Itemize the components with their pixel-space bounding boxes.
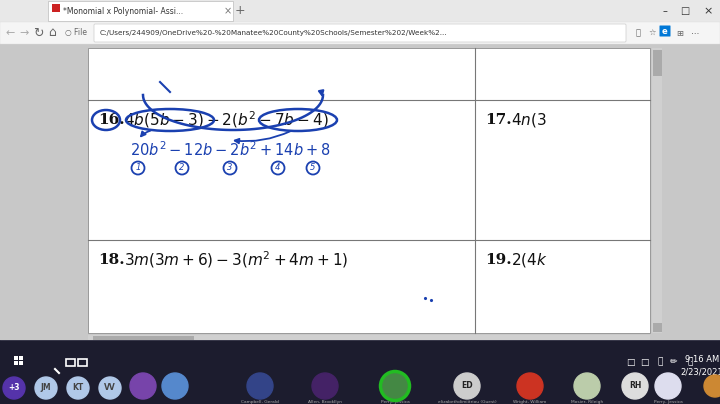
Circle shape [704, 375, 720, 397]
Text: JM: JM [41, 383, 51, 393]
Text: 🔋: 🔋 [688, 358, 693, 366]
Text: 5: 5 [310, 164, 315, 173]
Text: Allen, Brookllyn: Allen, Brookllyn [308, 400, 342, 404]
Text: KT: KT [73, 383, 84, 393]
Text: –: – [662, 6, 667, 16]
Circle shape [130, 373, 156, 399]
Text: Mosier, Rileigh: Mosier, Rileigh [571, 400, 603, 404]
Text: ⋯: ⋯ [690, 29, 699, 38]
Text: $2(4k$: $2(4k$ [511, 251, 548, 269]
Text: ×: × [703, 6, 713, 16]
Circle shape [574, 373, 600, 399]
Circle shape [67, 377, 89, 399]
FancyBboxPatch shape [0, 22, 720, 44]
Circle shape [517, 373, 543, 399]
Text: 16.: 16. [98, 113, 125, 127]
FancyBboxPatch shape [660, 25, 670, 36]
Circle shape [247, 373, 273, 399]
FancyBboxPatch shape [88, 48, 650, 333]
Text: 1: 1 [135, 164, 140, 173]
FancyBboxPatch shape [14, 356, 18, 360]
Text: VV: VV [104, 383, 116, 393]
Text: C:/Users/244909/OneDrive%20-%20Manatee%20County%20Schools/Semester%202/Week%2...: C:/Users/244909/OneDrive%20-%20Manatee%2… [100, 30, 448, 36]
Text: Wright, William: Wright, William [513, 400, 546, 404]
Text: e: e [662, 27, 668, 36]
FancyBboxPatch shape [52, 4, 60, 12]
Text: 🔈: 🔈 [657, 358, 662, 366]
Text: □: □ [680, 6, 690, 16]
Text: elizabethdimiitriou (Guest): elizabethdimiitriou (Guest) [438, 400, 496, 404]
Text: ○ File: ○ File [65, 29, 87, 38]
Text: □: □ [626, 358, 634, 366]
Text: 2: 2 [179, 164, 185, 173]
Circle shape [312, 373, 338, 399]
Text: →: → [19, 28, 29, 38]
FancyBboxPatch shape [19, 361, 23, 365]
Text: +3: +3 [8, 383, 19, 393]
Text: ED: ED [462, 381, 473, 391]
Circle shape [35, 377, 57, 399]
Text: Campbell, Gerald: Campbell, Gerald [241, 400, 279, 404]
Text: Perry, Jessica: Perry, Jessica [381, 400, 410, 404]
FancyBboxPatch shape [19, 356, 23, 360]
FancyBboxPatch shape [0, 44, 720, 340]
Text: ←: ← [5, 28, 14, 38]
FancyBboxPatch shape [0, 0, 720, 22]
FancyBboxPatch shape [652, 322, 662, 332]
Text: ⌂: ⌂ [48, 27, 56, 40]
Text: $3m(3m+6)-3(m^2+4m+1)$: $3m(3m+6)-3(m^2+4m+1)$ [124, 250, 348, 270]
Circle shape [3, 377, 25, 399]
Text: RH: RH [629, 381, 642, 391]
Circle shape [655, 373, 681, 399]
Text: ✏: ✏ [670, 358, 678, 366]
FancyBboxPatch shape [92, 335, 194, 341]
FancyBboxPatch shape [88, 335, 650, 341]
Text: 🔍: 🔍 [636, 29, 641, 38]
Text: 19.: 19. [485, 253, 512, 267]
Text: 2/23/2021: 2/23/2021 [680, 368, 720, 377]
Circle shape [162, 373, 188, 399]
Text: 3: 3 [228, 164, 233, 173]
Circle shape [99, 377, 121, 399]
FancyBboxPatch shape [652, 48, 662, 333]
Circle shape [622, 373, 648, 399]
Text: 17.: 17. [485, 113, 512, 127]
FancyBboxPatch shape [48, 1, 233, 21]
Text: ☆: ☆ [648, 29, 656, 38]
FancyBboxPatch shape [652, 50, 662, 76]
Text: □: □ [640, 358, 648, 366]
Text: 9:16 AM: 9:16 AM [685, 356, 719, 364]
FancyBboxPatch shape [94, 24, 626, 42]
Circle shape [382, 373, 408, 399]
Text: 4: 4 [275, 164, 281, 173]
Text: Perry, Jessica: Perry, Jessica [654, 400, 683, 404]
Text: $4b(5b-3)-2(b^2-7b-4)$: $4b(5b-3)-2(b^2-7b-4)$ [124, 109, 328, 130]
Text: $20b^2-12b-2b^2+14b+8$: $20b^2-12b-2b^2+14b+8$ [130, 141, 330, 159]
FancyBboxPatch shape [14, 361, 18, 365]
Text: *Monomial x Polynomial- Assi...: *Monomial x Polynomial- Assi... [63, 6, 183, 15]
Text: ⊞: ⊞ [677, 29, 683, 38]
Text: +: + [235, 4, 246, 17]
FancyBboxPatch shape [0, 340, 720, 404]
Circle shape [454, 373, 480, 399]
Text: ↻: ↻ [32, 27, 43, 40]
Text: $4n(3$: $4n(3$ [511, 111, 546, 129]
Text: 18.: 18. [98, 253, 125, 267]
Text: ×: × [224, 6, 232, 16]
Text: ↑: ↑ [662, 29, 670, 38]
